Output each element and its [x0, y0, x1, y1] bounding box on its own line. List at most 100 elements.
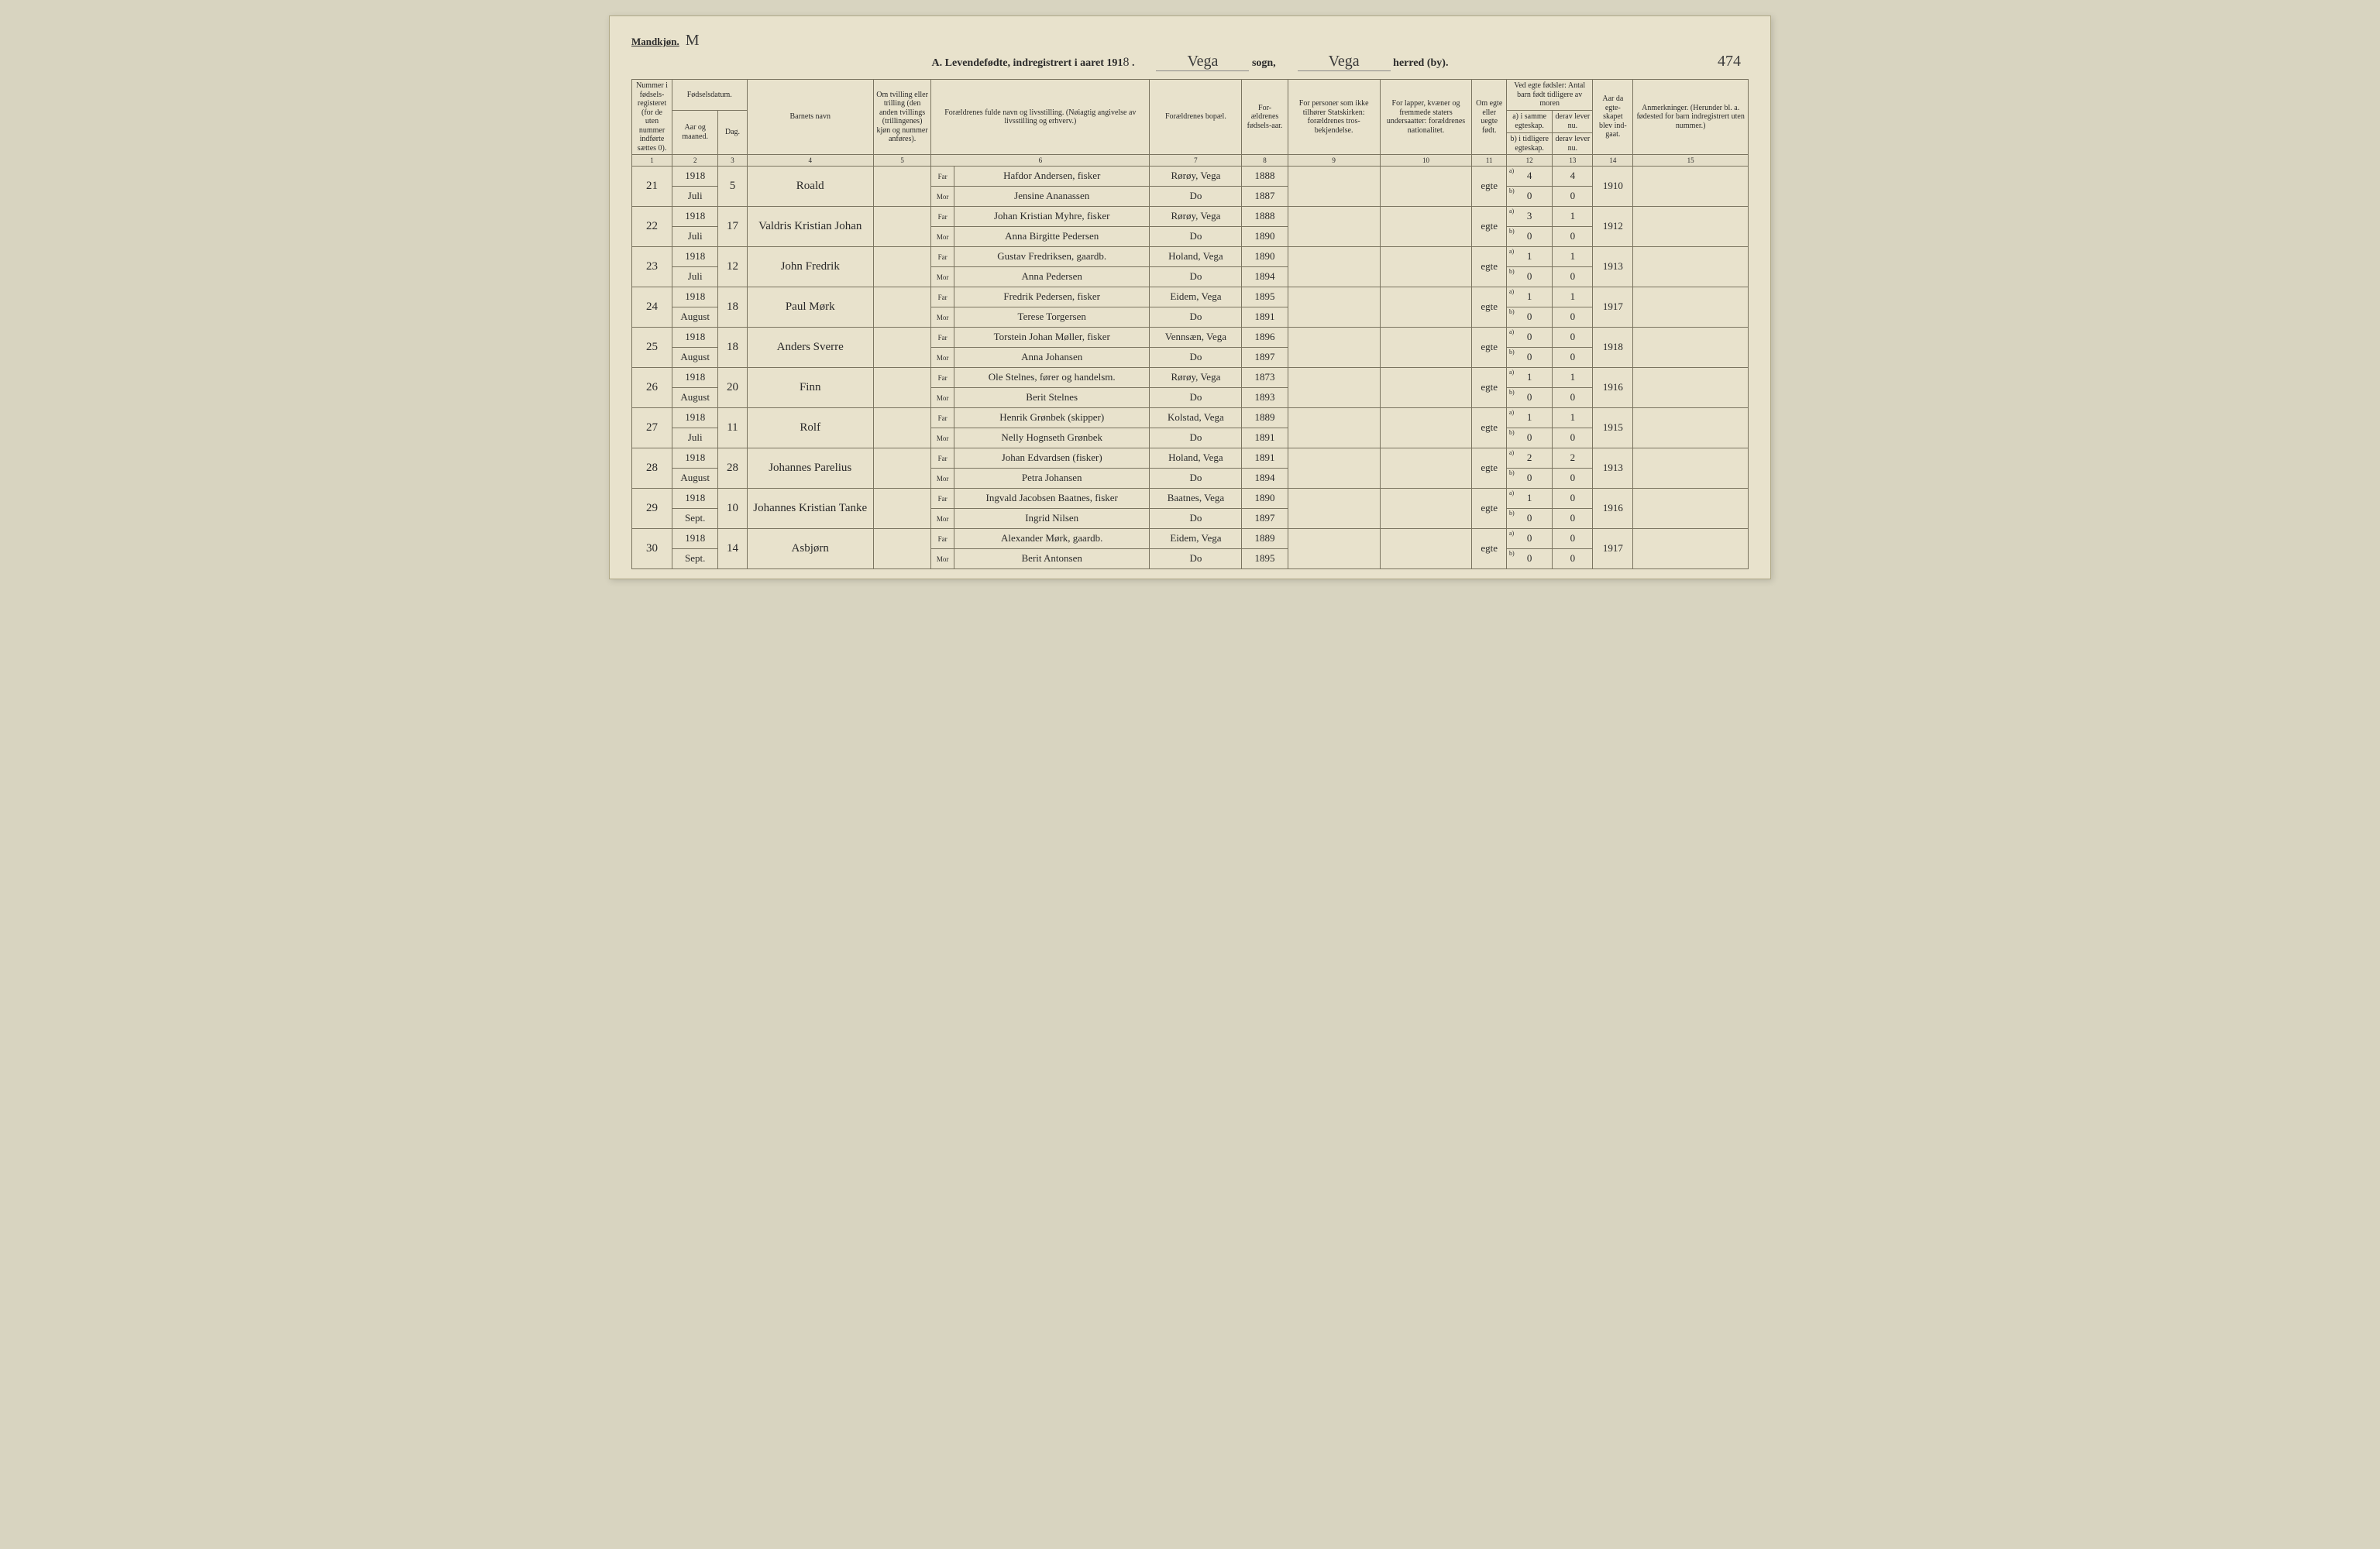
- birth-month: August: [672, 469, 717, 489]
- father-birthyear: 1888: [1242, 207, 1288, 227]
- birth-year: 1918: [672, 247, 717, 267]
- birth-month: August: [672, 307, 717, 328]
- child-name: Johannes Parelius: [747, 448, 873, 489]
- table-row: 24191818Paul MørkFarFredrik Pedersen, fi…: [632, 287, 1749, 307]
- table-row: 25191818Anders SverreFarTorstein Johan M…: [632, 328, 1749, 348]
- title-line: A. Levendefødte, indregistrert i aaret 1…: [631, 53, 1749, 71]
- far-label: Far: [931, 287, 954, 307]
- twin-info: [873, 167, 930, 207]
- religion: [1288, 167, 1380, 207]
- birth-day: 17: [718, 207, 747, 247]
- col-2-top-header: Fødselsdatum.: [672, 80, 747, 111]
- living-b: 0: [1553, 267, 1593, 287]
- father-birthyear: 1891: [1242, 448, 1288, 469]
- birth-day: 18: [718, 287, 747, 328]
- twin-info: [873, 489, 930, 529]
- child-name: Anders Sverre: [747, 328, 873, 368]
- birth-year: 1918: [672, 207, 717, 227]
- birth-month: Sept.: [672, 549, 717, 569]
- prev-children-a: a)1: [1506, 489, 1552, 509]
- col-9-header: For personer som ikke tilhører Statskirk…: [1288, 80, 1380, 155]
- religion: [1288, 448, 1380, 489]
- colnum: 5: [873, 155, 930, 167]
- child-name: Paul Mørk: [747, 287, 873, 328]
- prev-children-a: a)4: [1506, 167, 1552, 187]
- col-4-header: Barnets navn: [747, 80, 873, 155]
- birth-year: 1918: [672, 368, 717, 388]
- colnum: 6: [931, 155, 1150, 167]
- residence-mor: Do: [1150, 267, 1242, 287]
- mother-birthyear: 1887: [1242, 187, 1288, 207]
- father-birthyear: 1889: [1242, 529, 1288, 549]
- living-b: 0: [1553, 509, 1593, 529]
- birth-month: Juli: [672, 428, 717, 448]
- father-name: Johan Kristian Myhre, fisker: [954, 207, 1150, 227]
- father-name: Ole Stelnes, fører og handelsm.: [954, 368, 1150, 388]
- col-15-header: Anmerkninger. (Herunder bl. a. fødested …: [1633, 80, 1749, 155]
- birth-year: 1918: [672, 529, 717, 549]
- prev-children-a: a)1: [1506, 287, 1552, 307]
- birth-month: August: [672, 388, 717, 408]
- residence-far: Rørøy, Vega: [1150, 207, 1242, 227]
- remarks: [1633, 247, 1749, 287]
- mother-name: Berit Stelnes: [954, 388, 1150, 408]
- far-label: Far: [931, 328, 954, 348]
- prev-children-a: a)1: [1506, 247, 1552, 267]
- col-12-top-header: Ved egte fødsler: Antal barn født tidlig…: [1506, 80, 1592, 111]
- birth-month: Sept.: [672, 509, 717, 529]
- legitimacy: egte: [1472, 368, 1507, 408]
- twin-info: [873, 287, 930, 328]
- far-label: Far: [931, 408, 954, 428]
- prev-children-b: b)0: [1506, 469, 1552, 489]
- living-b: 0: [1553, 227, 1593, 247]
- mother-name: Nelly Hognseth Grønbek: [954, 428, 1150, 448]
- residence-far: Kolstad, Vega: [1150, 408, 1242, 428]
- prev-children-b: b)0: [1506, 267, 1552, 287]
- mor-label: Mor: [931, 307, 954, 328]
- record-number: 27: [632, 408, 672, 448]
- religion: [1288, 489, 1380, 529]
- birth-day: 18: [718, 328, 747, 368]
- father-birthyear: 1896: [1242, 328, 1288, 348]
- page-number: 474: [1718, 53, 1741, 70]
- birth-day: 12: [718, 247, 747, 287]
- record-number: 22: [632, 207, 672, 247]
- nationality: [1380, 408, 1472, 448]
- residence-mor: Do: [1150, 348, 1242, 368]
- marriage-year: 1913: [1593, 247, 1633, 287]
- residence-far: Vennsæn, Vega: [1150, 328, 1242, 348]
- colnum: 7: [1150, 155, 1242, 167]
- religion: [1288, 529, 1380, 569]
- residence-far: Eidem, Vega: [1150, 529, 1242, 549]
- residence-mor: Do: [1150, 428, 1242, 448]
- marriage-year: 1917: [1593, 287, 1633, 328]
- mother-birthyear: 1895: [1242, 549, 1288, 569]
- record-number: 29: [632, 489, 672, 529]
- twin-info: [873, 529, 930, 569]
- ledger-table: Nummer i fødsels-registeret (for de uten…: [631, 79, 1749, 569]
- colnum: 15: [1633, 155, 1749, 167]
- living-b: 0: [1553, 307, 1593, 328]
- living-a: 2: [1553, 448, 1593, 469]
- father-birthyear: 1873: [1242, 368, 1288, 388]
- twin-info: [873, 368, 930, 408]
- nationality: [1380, 368, 1472, 408]
- nationality: [1380, 489, 1472, 529]
- mor-label: Mor: [931, 469, 954, 489]
- living-a: 1: [1553, 247, 1593, 267]
- father-name: Hafdor Andersen, fisker: [954, 167, 1150, 187]
- record-number: 28: [632, 448, 672, 489]
- prev-children-b: b)0: [1506, 428, 1552, 448]
- living-a: 1: [1553, 408, 1593, 428]
- twin-info: [873, 448, 930, 489]
- mor-label: Mor: [931, 187, 954, 207]
- mother-name: Petra Johansen: [954, 469, 1150, 489]
- herred-value: Vega: [1298, 53, 1391, 71]
- table-row: 2119185RoaldFarHafdor Andersen, fiskerRø…: [632, 167, 1749, 187]
- father-name: Fredrik Pedersen, fisker: [954, 287, 1150, 307]
- marriage-year: 1917: [1593, 529, 1633, 569]
- record-number: 24: [632, 287, 672, 328]
- mother-name: Berit Antonsen: [954, 549, 1150, 569]
- child-name: Johannes Kristian Tanke: [747, 489, 873, 529]
- far-label: Far: [931, 529, 954, 549]
